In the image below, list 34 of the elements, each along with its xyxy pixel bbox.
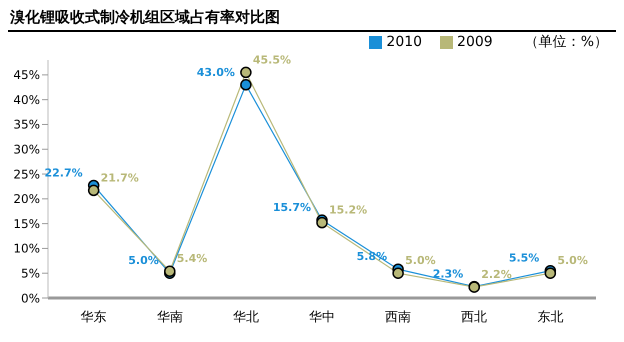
- text: （单位：%）: [524, 33, 608, 51]
- y-tick-label: 20%: [13, 192, 40, 206]
- x-tick-label: 华南: [156, 310, 183, 326]
- data-label: 5.4%: [176, 252, 208, 266]
- data-label: 15.2%: [329, 204, 368, 217]
- y-tick-label: 40%: [13, 92, 40, 107]
- y-tick-label: 30%: [13, 142, 40, 157]
- data-label: 5.0%: [557, 254, 588, 268]
- data-label: 45.5%: [252, 53, 292, 66]
- data-label: 21.7%: [100, 171, 139, 184]
- x-tick-label: 东北: [537, 310, 564, 326]
- y-tick-label: 10%: [13, 242, 40, 256]
- legend-label: 2010: [385, 34, 422, 50]
- y-tick-label: 0%: [20, 291, 40, 306]
- data-label: 5.5%: [508, 252, 540, 265]
- data-label: 2.2%: [481, 268, 512, 282]
- data-label: 5.0%: [128, 254, 159, 268]
- data-label: 22.7%: [44, 166, 83, 180]
- x-tick-label: 华东: [80, 310, 107, 326]
- y-tick-label: 15%: [13, 216, 40, 231]
- data-label: 5.0%: [405, 254, 436, 268]
- x-tick-label: 西南: [385, 310, 412, 326]
- data-label: 15.7%: [272, 201, 311, 214]
- chart-title: 溴化锂吸收式制冷机组区域占有率对比图: [8, 8, 616, 32]
- data-label: 2.3%: [432, 268, 464, 281]
- x-tick-label: 华中: [309, 310, 335, 326]
- y-tick-label: 45%: [13, 68, 40, 82]
- x-tick-label: 西北: [461, 310, 488, 326]
- x-tick-label: 华北: [232, 310, 259, 326]
- y-tick-label: 35%: [13, 118, 40, 132]
- legend-label: 2009: [456, 34, 493, 50]
- data-label: 43.0%: [196, 66, 235, 79]
- y-tick-label: 25%: [13, 167, 40, 182]
- y-tick-label: 5%: [20, 266, 40, 280]
